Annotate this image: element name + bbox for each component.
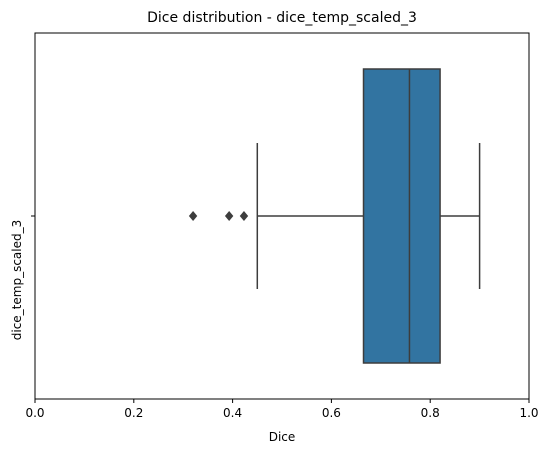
x-tick-label-5: 1.0: [519, 406, 538, 420]
y-category-label: dice_temp_scaled_3: [10, 220, 24, 341]
outlier-point-1: [224, 210, 234, 222]
outlier-point-0: [188, 210, 198, 222]
x-tick-label-3: 0.6: [322, 406, 341, 420]
x-axis-label: Dice: [269, 430, 296, 444]
outlier-point-2: [239, 210, 249, 222]
x-tick-label-0: 0.0: [25, 406, 44, 420]
x-tick-label-4: 0.8: [421, 406, 440, 420]
x-tick-label-1: 0.2: [124, 406, 143, 420]
x-tick-label-2: 0.4: [223, 406, 242, 420]
iqr-box: [362, 68, 441, 364]
plot-area: 0.0 0.2 0.4 0.6 0.8 1.0: [25, 32, 539, 420]
chart-title: Dice distribution - dice_temp_scaled_3: [147, 10, 417, 26]
